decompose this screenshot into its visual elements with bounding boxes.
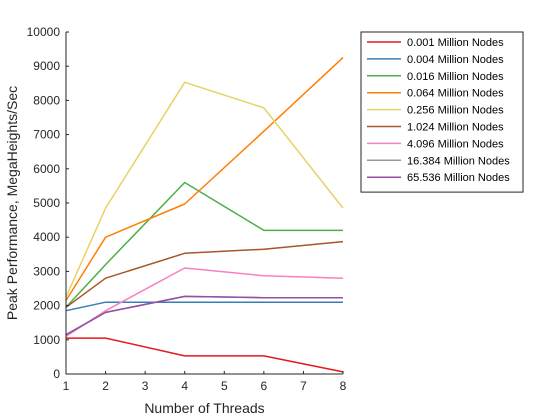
x-tick-label: 7: [300, 379, 307, 393]
y-tick-label: 3000: [33, 264, 60, 278]
legend-entry: 0.256 Million Nodes: [407, 105, 504, 117]
y-axis-label: Peak Performance, MegaHeights/Sec: [4, 86, 20, 320]
series-line-4: [65, 57, 344, 301]
series-line-9: [65, 295, 343, 336]
plot-background: [66, 32, 343, 374]
legend-entry: 0.001 Million Nodes: [407, 37, 504, 49]
y-tick-label: 8000: [33, 93, 60, 107]
y-tick-label: 7000: [33, 128, 60, 142]
series-line-2: [65, 301, 343, 312]
y-tick-label: 0: [53, 367, 60, 381]
axes: 1 2 3 4 5 6 7 8 0 1000 2000 3000 4000 5000 6000 7000 800…: [27, 25, 347, 393]
legend: 0.001 Million Nodes 0.004 Million Nodes 0.…: [360, 31, 524, 193]
x-tick-label: 5: [221, 379, 228, 393]
y-tick-label: 6000: [33, 162, 60, 176]
y-tick-label: 9000: [33, 59, 60, 73]
series-line-3: [65, 181, 343, 308]
x-tick-label: 3: [142, 379, 149, 393]
legend-entry: 1.024 Million Nodes: [407, 122, 504, 134]
series-line-5: [65, 81, 344, 298]
x-tick-label: 4: [181, 379, 188, 393]
series-lines: [65, 57, 344, 373]
y-tick-label: 10000: [27, 25, 61, 39]
legend-entry: 65.536 Million Nodes: [407, 172, 510, 184]
y-tick-label: 5000: [33, 196, 60, 210]
legend-entry: 16.384 Million Nodes: [407, 155, 510, 167]
x-tick-label: 2: [102, 379, 109, 393]
legend-entry: 0.004 Million Nodes: [407, 54, 504, 66]
x-axis-label: Number of Threads: [144, 400, 264, 416]
x-tick-label: 6: [261, 379, 268, 393]
x-tick-label: 8: [340, 379, 347, 393]
y-tick-label: 4000: [33, 230, 60, 244]
y-tick-label: 2000: [33, 299, 60, 313]
series-line-6: [65, 240, 344, 308]
y-tick-label: 1000: [33, 333, 60, 347]
x-tick-label: 1: [63, 379, 70, 393]
legend-entry: 0.016 Million Nodes: [407, 71, 504, 83]
legend-entry: 0.064 Million Nodes: [407, 88, 504, 100]
plot-area: [66, 32, 343, 374]
series-line-1: [66, 337, 344, 373]
legend-entry: 4.096 Million Nodes: [407, 138, 504, 150]
